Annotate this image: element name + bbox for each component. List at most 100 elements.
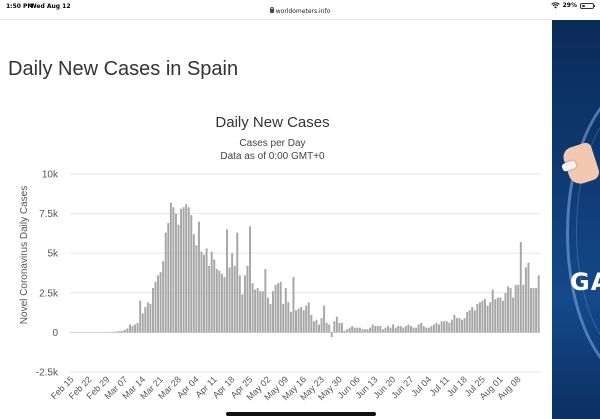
bar[interactable] <box>341 322 343 333</box>
bar[interactable] <box>369 327 372 333</box>
bar[interactable] <box>162 261 165 333</box>
bar[interactable] <box>381 329 384 333</box>
bar[interactable] <box>195 245 198 333</box>
bar[interactable] <box>386 326 389 333</box>
bar[interactable] <box>530 288 532 333</box>
bar[interactable] <box>146 302 149 333</box>
bar[interactable] <box>392 324 395 333</box>
bar[interactable] <box>174 213 177 333</box>
bar[interactable] <box>231 253 234 333</box>
bar[interactable] <box>535 288 538 333</box>
bar[interactable] <box>203 254 206 333</box>
bar[interactable] <box>404 326 407 333</box>
bar[interactable] <box>473 310 476 333</box>
bar[interactable] <box>356 327 359 333</box>
bar[interactable] <box>504 292 507 333</box>
bar[interactable] <box>118 331 121 333</box>
bar[interactable] <box>458 318 461 333</box>
bar[interactable] <box>496 297 499 333</box>
bar[interactable] <box>371 324 374 333</box>
bar[interactable] <box>330 332 333 338</box>
bar[interactable] <box>139 300 142 333</box>
bar[interactable] <box>509 288 512 333</box>
bar[interactable] <box>259 291 262 333</box>
bar[interactable] <box>481 300 484 333</box>
bar[interactable] <box>297 308 300 333</box>
bar[interactable] <box>164 232 167 333</box>
bar[interactable] <box>468 310 471 333</box>
bar[interactable] <box>302 310 305 333</box>
bar[interactable] <box>131 326 134 333</box>
bar[interactable] <box>478 302 481 333</box>
bar[interactable] <box>307 302 310 333</box>
bar[interactable] <box>450 319 453 333</box>
bar[interactable] <box>491 289 494 333</box>
bar[interactable] <box>527 262 530 333</box>
bar[interactable] <box>213 259 216 333</box>
bar[interactable] <box>182 207 185 333</box>
bar[interactable] <box>289 311 292 333</box>
bar[interactable] <box>323 305 326 333</box>
bar[interactable] <box>445 321 448 333</box>
bar[interactable] <box>320 318 323 333</box>
bar[interactable] <box>192 234 195 333</box>
bar[interactable] <box>141 313 144 333</box>
bar[interactable] <box>425 327 428 333</box>
bar[interactable] <box>435 322 438 333</box>
home-indicator[interactable] <box>226 412 376 416</box>
bar[interactable] <box>358 327 361 333</box>
sidebar-advertisement[interactable]: GA <box>552 20 600 419</box>
bar[interactable] <box>420 322 423 333</box>
bar[interactable] <box>448 322 451 333</box>
bar[interactable] <box>407 324 410 333</box>
bar[interactable] <box>136 322 139 333</box>
bar[interactable] <box>159 272 162 333</box>
bar[interactable] <box>279 281 282 333</box>
bar[interactable] <box>210 251 213 333</box>
bar[interactable] <box>246 265 249 333</box>
bar[interactable] <box>422 326 425 333</box>
bar[interactable] <box>318 324 320 333</box>
bar[interactable] <box>351 326 354 333</box>
bar[interactable] <box>499 297 502 333</box>
bar[interactable] <box>384 327 387 333</box>
bar[interactable] <box>532 288 535 333</box>
bar[interactable] <box>154 281 157 333</box>
bar[interactable] <box>335 316 338 333</box>
bar[interactable] <box>149 303 152 333</box>
bar[interactable] <box>277 283 280 333</box>
bar[interactable] <box>438 324 441 333</box>
bar[interactable] <box>284 288 287 333</box>
bar[interactable] <box>177 224 180 333</box>
bar[interactable] <box>430 326 433 333</box>
bar[interactable] <box>514 284 517 333</box>
bar[interactable] <box>251 283 254 333</box>
bar[interactable] <box>489 302 492 333</box>
bar[interactable] <box>455 318 458 333</box>
bar[interactable] <box>208 265 211 333</box>
bar[interactable] <box>507 286 509 333</box>
bar[interactable] <box>517 284 520 333</box>
bar[interactable] <box>274 284 277 333</box>
bar[interactable] <box>129 324 131 333</box>
bar[interactable] <box>346 329 349 333</box>
bar[interactable] <box>402 327 405 333</box>
bar[interactable] <box>256 288 259 333</box>
bar[interactable] <box>190 215 193 333</box>
bar[interactable] <box>126 328 129 333</box>
bar[interactable] <box>261 291 264 333</box>
bar[interactable] <box>121 330 124 333</box>
bar[interactable] <box>463 318 466 333</box>
bar[interactable] <box>144 307 147 333</box>
bar[interactable] <box>394 327 397 333</box>
bar[interactable] <box>300 307 303 333</box>
bar[interactable] <box>466 311 469 333</box>
bar[interactable] <box>353 327 356 333</box>
bar[interactable] <box>233 265 236 333</box>
bar[interactable] <box>486 305 489 333</box>
bar[interactable] <box>389 327 392 333</box>
bar[interactable] <box>151 288 154 333</box>
bar[interactable] <box>228 267 231 333</box>
bar[interactable] <box>295 310 297 333</box>
bar[interactable] <box>200 251 203 333</box>
